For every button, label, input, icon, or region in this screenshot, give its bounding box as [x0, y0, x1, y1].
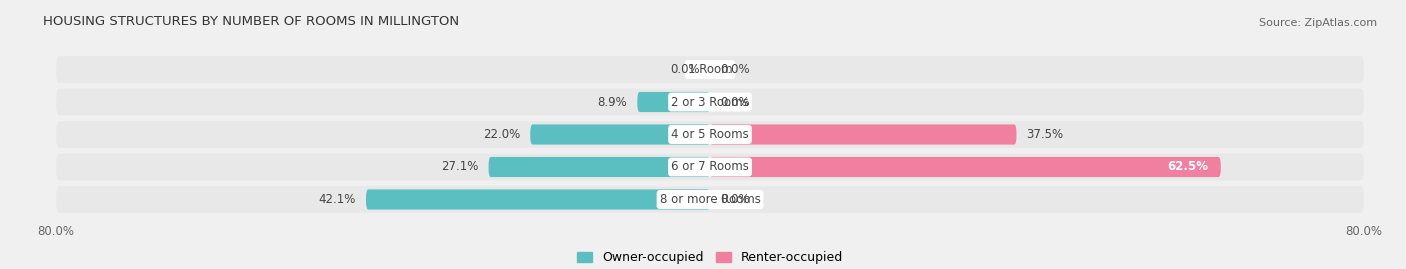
Text: 22.0%: 22.0% — [484, 128, 520, 141]
Text: 37.5%: 37.5% — [1026, 128, 1063, 141]
Text: 0.0%: 0.0% — [720, 63, 749, 76]
FancyBboxPatch shape — [366, 189, 710, 210]
Text: 27.1%: 27.1% — [441, 161, 479, 174]
FancyBboxPatch shape — [56, 186, 1364, 213]
Text: 8 or more Rooms: 8 or more Rooms — [659, 193, 761, 206]
Text: 8.9%: 8.9% — [598, 95, 627, 108]
FancyBboxPatch shape — [710, 157, 1220, 177]
Legend: Owner-occupied, Renter-occupied: Owner-occupied, Renter-occupied — [572, 246, 848, 269]
Text: 1 Room: 1 Room — [688, 63, 733, 76]
Text: 2 or 3 Rooms: 2 or 3 Rooms — [671, 95, 749, 108]
Text: 4 or 5 Rooms: 4 or 5 Rooms — [671, 128, 749, 141]
FancyBboxPatch shape — [56, 121, 1364, 148]
FancyBboxPatch shape — [530, 125, 710, 144]
FancyBboxPatch shape — [56, 56, 1364, 83]
Text: 42.1%: 42.1% — [319, 193, 356, 206]
FancyBboxPatch shape — [56, 89, 1364, 115]
Text: 0.0%: 0.0% — [671, 63, 700, 76]
Text: 0.0%: 0.0% — [720, 193, 749, 206]
FancyBboxPatch shape — [488, 157, 710, 177]
Text: 0.0%: 0.0% — [720, 95, 749, 108]
FancyBboxPatch shape — [710, 125, 1017, 144]
FancyBboxPatch shape — [637, 92, 710, 112]
Text: HOUSING STRUCTURES BY NUMBER OF ROOMS IN MILLINGTON: HOUSING STRUCTURES BY NUMBER OF ROOMS IN… — [44, 15, 460, 28]
Text: 6 or 7 Rooms: 6 or 7 Rooms — [671, 161, 749, 174]
Text: Source: ZipAtlas.com: Source: ZipAtlas.com — [1258, 18, 1376, 28]
Text: 62.5%: 62.5% — [1167, 161, 1209, 174]
FancyBboxPatch shape — [56, 154, 1364, 180]
